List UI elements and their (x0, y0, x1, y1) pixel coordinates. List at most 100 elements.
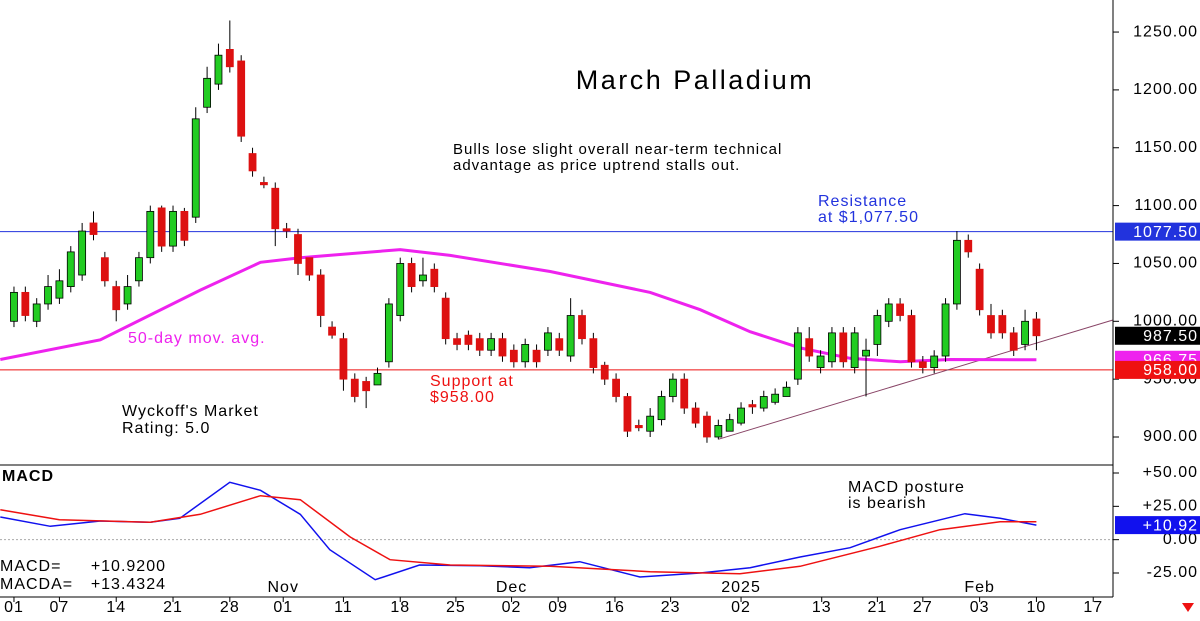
candle-body (123, 286, 132, 305)
candle-body (214, 54, 223, 85)
candle-body (896, 303, 905, 316)
candle-body (498, 338, 507, 357)
candle-body (1009, 332, 1018, 351)
x-tick-label: 23 (661, 599, 681, 616)
candle-body (1032, 318, 1041, 337)
candle-body (10, 291, 18, 322)
candle-body (600, 364, 609, 380)
candle-body (532, 349, 541, 363)
month-label: Nov (267, 579, 298, 596)
x-tick-label: 13 (812, 599, 832, 616)
candle-body (146, 210, 155, 259)
y-tick-label: 1000.00 (1133, 313, 1198, 330)
candle-body (316, 274, 325, 316)
month-label: 2025 (721, 579, 761, 596)
value-box (1115, 326, 1200, 345)
candle-body (657, 396, 666, 421)
annotation: is bearish (848, 495, 926, 512)
level-label: $958.00 (430, 389, 495, 406)
month-label: Dec (496, 579, 527, 596)
x-tick-label: 01 (4, 599, 24, 616)
candle-body (646, 415, 655, 432)
value-box (1115, 360, 1200, 379)
moving-average-label: 50-day mov. avg. (128, 330, 266, 347)
candle-body (703, 415, 711, 438)
readout-value: +13.4324 (91, 576, 166, 593)
x-tick-label: 02 (731, 599, 751, 616)
candle-body (839, 332, 848, 363)
x-tick-label: 10 (1027, 599, 1047, 616)
candle-body (362, 381, 371, 392)
y-tick-label: 1050.00 (1133, 255, 1198, 272)
candle-body (78, 230, 87, 276)
x-tick-label: 03 (970, 599, 990, 616)
macd-line (0, 494, 1037, 575)
candle-body (737, 407, 745, 424)
chart-title: March Palladium (576, 65, 815, 95)
x-tick-label: 21 (867, 599, 887, 616)
candle-body (305, 257, 314, 276)
candle-body (248, 153, 257, 172)
candle-body (475, 338, 484, 351)
candle-body (271, 187, 280, 230)
candle-body (918, 361, 927, 368)
annotation: Rating: 5.0 (122, 420, 210, 437)
y-tick-label: 1100.00 (1134, 197, 1198, 214)
x-tick-label: 21 (163, 599, 183, 616)
x-tick-label: 09 (548, 599, 568, 616)
candle-body (112, 286, 121, 311)
level-label: Support at (430, 373, 514, 390)
candle-body (464, 334, 473, 345)
candle-body (907, 315, 916, 363)
value-box-label: 987.50 (1143, 328, 1198, 345)
candle-body (623, 396, 632, 432)
candle-body (578, 315, 586, 340)
candle-body (566, 315, 575, 357)
x-tick-label: 01 (273, 599, 293, 616)
candle-body (89, 222, 98, 235)
candle-body (634, 425, 643, 429)
x-tick-label: 18 (390, 599, 410, 616)
candle-body (282, 228, 291, 232)
candle-body (66, 251, 75, 287)
level-label: at $1,077.50 (818, 209, 919, 226)
candle-body (487, 338, 496, 351)
y-tick-label: +50.00 (1143, 464, 1198, 481)
candle-body (419, 274, 427, 282)
y-tick-label: 1250.00 (1133, 23, 1198, 40)
subtitle: advantage as price uptrend stalls out. (453, 157, 740, 174)
x-tick-label: 02 (502, 599, 522, 616)
candle-body (975, 268, 984, 311)
candle-body (873, 315, 882, 345)
subtitle: Bulls lose slight overall near-term tech… (453, 141, 782, 158)
x-tick-label: 27 (913, 599, 933, 616)
candle-body (21, 291, 30, 316)
x-tick-label: 07 (50, 599, 70, 616)
candle-body (55, 280, 64, 299)
candle-body (793, 332, 802, 380)
candle-body (100, 257, 109, 282)
candle-body (748, 404, 757, 408)
candle-body (714, 425, 723, 438)
y-tick-label: 900.00 (1143, 428, 1198, 445)
x-tick-label: 11 (334, 599, 353, 616)
x-tick-label: 17 (1083, 599, 1103, 616)
candle-body (998, 315, 1007, 334)
candle-body (441, 297, 450, 340)
candle-body (339, 338, 348, 380)
candle-body (203, 77, 212, 108)
moving-average (0, 248, 1037, 364)
candle-body (44, 286, 52, 305)
value-box-label: 1077.50 (1133, 224, 1198, 241)
candle-body (350, 378, 359, 397)
candle-body (555, 338, 564, 351)
month-label: Feb (964, 579, 995, 596)
level-label: Resistance (818, 193, 907, 210)
candle-body (862, 349, 870, 357)
x-tick-label: 14 (106, 599, 126, 616)
value-box (1115, 222, 1200, 241)
candle-body (384, 303, 393, 363)
value-box-label: 958.00 (1143, 362, 1198, 379)
candle-body (396, 263, 405, 316)
